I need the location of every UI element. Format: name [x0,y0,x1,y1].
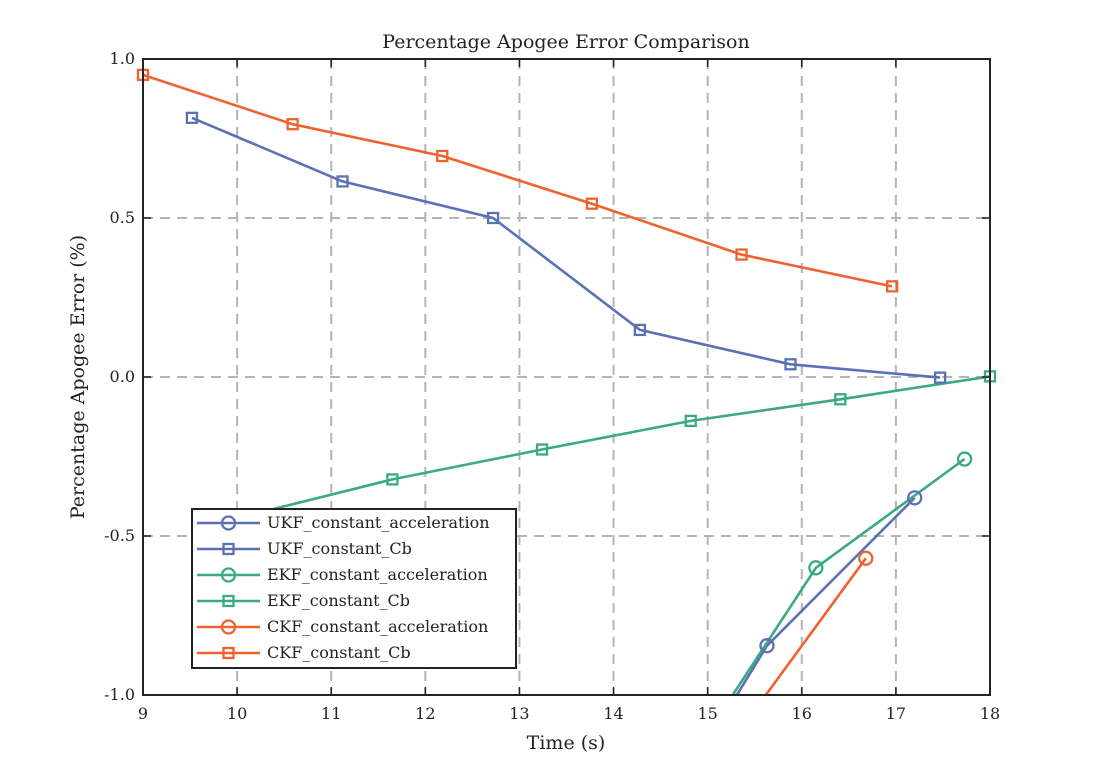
data-point-square [185,111,199,124]
data-point-circle [220,567,237,583]
x-tick-label: 18 [980,704,1000,723]
series-line-EKF_constant_Cb [241,375,990,519]
data-point-circle [759,638,775,654]
x-axis-label: Time (s) [527,732,606,754]
data-point-circle [220,619,237,635]
data-point-square [486,211,500,225]
data-point-circle [907,490,923,506]
data-point-square [784,358,797,371]
legend-label: UKF_constant_acceleration [267,513,490,532]
series-line-EKF_constant_acceleration [731,457,966,695]
x-tick-label: 9 [138,704,148,723]
data-point-square [834,393,847,406]
y-tick-label: -1.0 [104,685,135,704]
y-axis-label: Percentage Apogee Error (%) [67,235,89,519]
legend-label: EKF_constant_acceleration [267,565,488,584]
legend-box [191,508,517,669]
data-point-square [222,646,235,660]
data-point-square [585,197,599,210]
legend-label: CKF_constant_Cb [267,643,411,662]
data-point-square [684,414,697,428]
data-point-square [222,542,235,556]
data-point-square [336,175,349,188]
x-tick-label: 14 [603,704,623,723]
x-tick-label: 16 [792,704,812,723]
data-point-square [885,280,899,293]
legend-label: UKF_constant_Cb [267,539,412,558]
y-tick-label: -0.5 [104,526,135,545]
x-tick-label: 17 [886,704,906,723]
data-point-circle [858,550,874,566]
series-line-UKF_constant_Cb [191,116,941,379]
data-point-square [535,443,549,456]
series-line-UKF_constant_acceleration [735,496,916,695]
data-point-square [735,248,748,261]
data-point-square [222,594,235,608]
y-tick-label: 0.5 [110,208,135,227]
x-tick-label: 12 [415,704,435,723]
series-layer [143,73,990,695]
x-tick-label: 15 [697,704,717,723]
data-point-square [286,118,299,131]
x-tick-label: 10 [227,704,247,723]
data-point-square [386,473,399,486]
legend: UKF_constant_acceleration UKF_constant_Cb… [191,508,517,669]
legend-label: CKF_constant_acceleration [267,617,488,636]
y-tick-label: 1.0 [110,49,135,68]
data-point-square [633,323,647,337]
data-point-square [436,149,449,163]
y-tick-label: 0.0 [110,367,135,386]
data-point-circle [220,515,237,531]
x-tick-label: 11 [321,704,341,723]
data-point-circle [956,451,973,467]
data-point-square [933,371,947,384]
series-line-CKF_constant_acceleration [764,557,867,695]
marker-layer [136,68,997,654]
series-line-CKF_constant_Cb [143,73,893,288]
chart-title: Percentage Apogee Error Comparison [382,31,749,53]
ticks: 9 10 11 12 13 14 15 16 17 18 -1.0 -0.5 0.0 0.5 1.0 [104,49,1000,723]
x-tick-label: 13 [509,704,529,723]
data-point-circle [808,560,824,576]
legend-label: EKF_constant_Cb [267,591,410,610]
